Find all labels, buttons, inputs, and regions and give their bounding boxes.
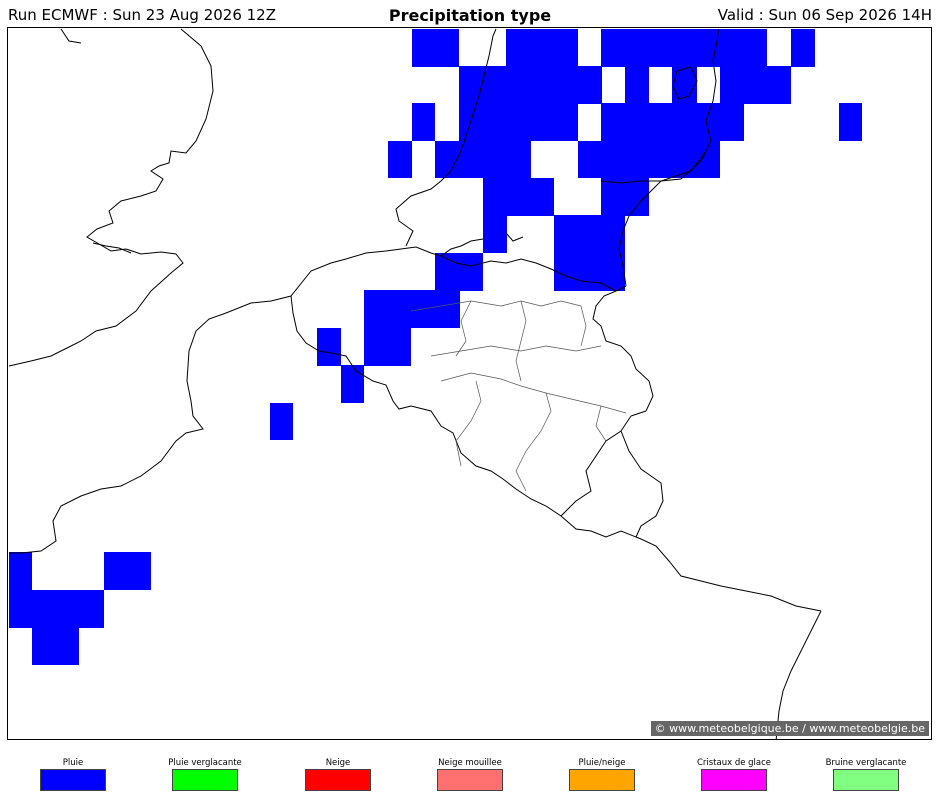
precip-cell <box>601 103 744 141</box>
legend-swatch <box>305 769 371 791</box>
small-coast-nw <box>60 28 82 44</box>
legend-item: Bruine verglacante <box>811 757 921 791</box>
precip-cell <box>483 178 554 216</box>
province-border <box>595 405 607 442</box>
country-borders <box>290 150 822 739</box>
germany-east-border <box>775 610 822 739</box>
legend-swatch <box>701 769 767 791</box>
precip-cell <box>388 141 412 178</box>
credit-label: © www.meteobelgique.be / www.meteobelgie… <box>650 721 929 736</box>
belgium-nl-border <box>440 255 617 292</box>
legend-swatch <box>40 769 106 791</box>
precip-cell <box>791 29 815 67</box>
precip-cell <box>720 66 791 104</box>
precip-cell <box>412 103 435 141</box>
precip-cell <box>459 103 578 141</box>
map-title: Precipitation type <box>388 6 552 25</box>
province-border <box>515 392 552 492</box>
legend-label: Pluie verglacante <box>168 758 242 768</box>
map-canvas <box>8 28 862 739</box>
precip-cells <box>9 29 862 665</box>
belgium-germany-border <box>592 285 654 412</box>
precip-cell <box>412 29 459 67</box>
precip-cell <box>483 215 507 253</box>
lux-east-border <box>620 430 664 538</box>
france-north-coast <box>9 258 347 554</box>
netherlands-coast <box>395 28 497 247</box>
province-border <box>580 305 587 347</box>
province-border <box>455 300 472 357</box>
waddensea-coast <box>600 28 720 184</box>
precip-cell <box>364 290 460 328</box>
legend-swatch <box>569 769 635 791</box>
precip-cell <box>601 178 649 216</box>
england-coast <box>8 28 214 367</box>
precip-cell <box>578 141 720 178</box>
inlet-nl <box>505 232 524 242</box>
legend-swatch <box>437 769 503 791</box>
coastlines <box>8 28 720 554</box>
legend-label: Bruine verglacante <box>825 758 907 768</box>
nl-germany-border <box>618 150 707 287</box>
precip-cell <box>625 66 649 104</box>
precip-cell <box>9 590 104 628</box>
precip-cell <box>317 328 341 366</box>
legend-swatch <box>172 769 238 791</box>
legend-label: Cristaux de glace <box>696 758 772 768</box>
precip-cell <box>364 328 411 366</box>
province-borders <box>410 300 627 492</box>
thames-estuary <box>92 242 132 254</box>
legend-item: Neige mouillee <box>415 757 525 791</box>
legend-label: Pluie/neige <box>578 758 626 768</box>
precip-cell <box>839 103 862 141</box>
legend-item: Pluie <box>18 757 128 791</box>
precip-cell <box>270 403 293 440</box>
precip-cell <box>459 66 602 104</box>
province-border <box>430 345 602 357</box>
legend-label: Pluie <box>62 758 84 768</box>
legend-item: Pluie verglacante <box>150 757 260 791</box>
precip-cell <box>554 253 625 291</box>
precip-cell <box>435 253 483 291</box>
legend-item: Neige <box>283 757 393 791</box>
legend-item: Cristaux de glace <box>679 757 789 791</box>
province-border <box>410 300 582 312</box>
precip-cell <box>506 29 578 67</box>
precip-cell <box>9 552 32 590</box>
precip-cell <box>435 141 531 178</box>
legend-label: Neige mouillee <box>438 758 502 768</box>
precip-cell <box>601 29 767 67</box>
legend-label: Neige <box>325 758 351 768</box>
precip-cell <box>554 215 625 253</box>
belgium-lux-border <box>560 410 647 517</box>
precip-cell <box>104 552 151 590</box>
run-label: Run ECMWF : Sun 23 Aug 2026 12Z <box>8 6 276 24</box>
province-border <box>515 300 527 382</box>
province-border <box>455 380 482 467</box>
province-border <box>440 372 627 414</box>
legend-swatch <box>833 769 899 791</box>
france-belgium-border <box>290 295 822 612</box>
precipitation-map: © www.meteobelgique.be / www.meteobelgie… <box>7 27 932 740</box>
precip-cell <box>32 627 79 665</box>
belgium-nl-coast <box>345 238 484 260</box>
valid-label: Valid : Sun 06 Sep 2026 14H <box>717 6 932 24</box>
ijsselmeer <box>672 66 698 100</box>
legend-item: Pluie/neige <box>547 757 657 791</box>
precip-cell <box>341 365 364 403</box>
